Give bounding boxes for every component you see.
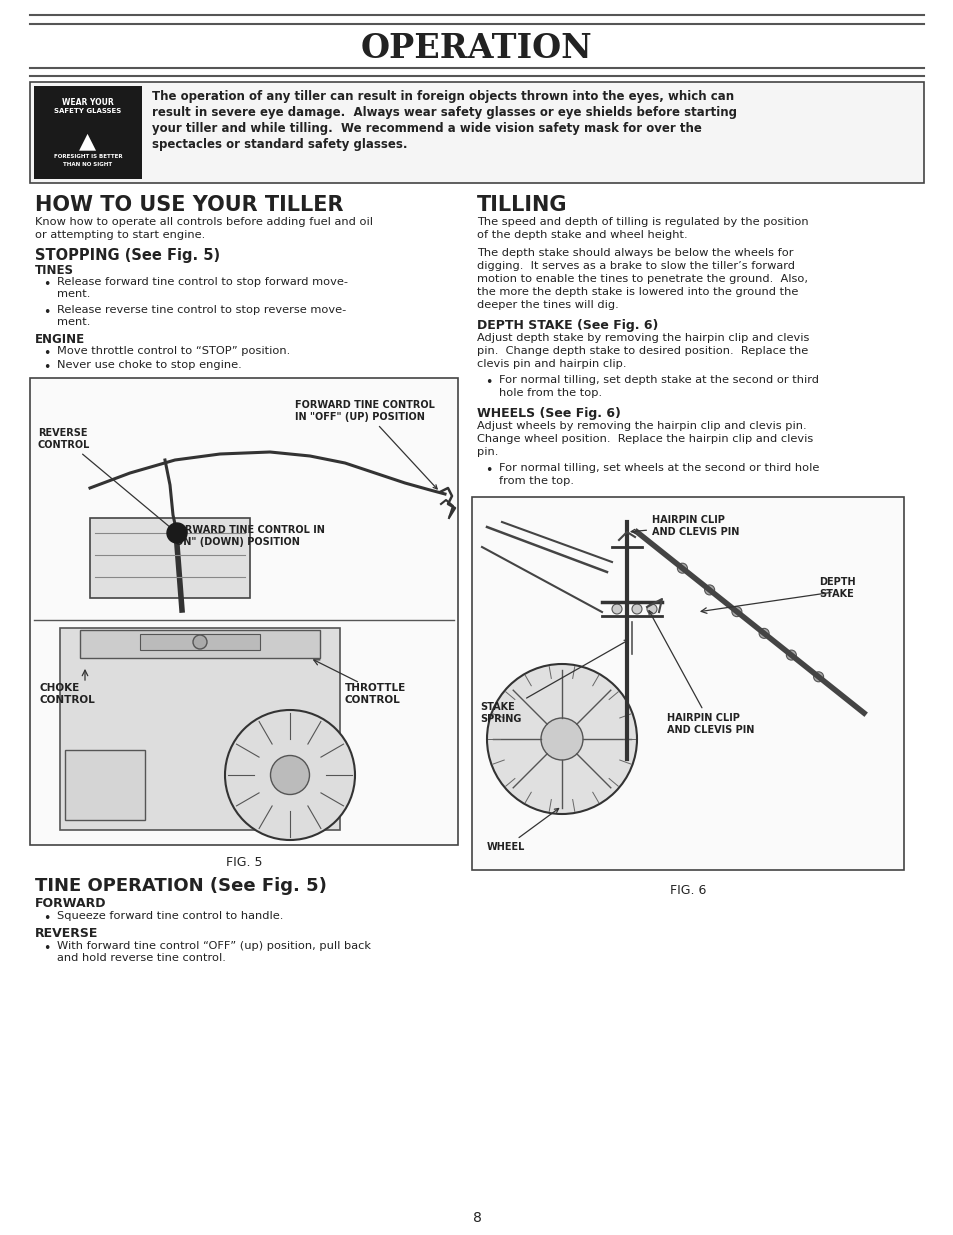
Text: TINE OPERATION (See Fig. 5): TINE OPERATION (See Fig. 5) — [35, 877, 327, 895]
Text: digging.  It serves as a brake to slow the tiller’s forward: digging. It serves as a brake to slow th… — [476, 261, 794, 270]
Text: •: • — [43, 278, 51, 291]
Text: THAN NO SIGHT: THAN NO SIGHT — [63, 162, 112, 167]
Circle shape — [677, 563, 687, 573]
Text: STOPPING (See Fig. 5): STOPPING (See Fig. 5) — [35, 248, 220, 263]
Circle shape — [486, 664, 637, 814]
Text: Change wheel position.  Replace the hairpin clip and clevis: Change wheel position. Replace the hairp… — [476, 433, 812, 445]
Circle shape — [271, 756, 309, 794]
Text: STAKE
SPRING: STAKE SPRING — [479, 640, 628, 724]
Text: ▲: ▲ — [79, 131, 96, 151]
Bar — [30, 82, 923, 183]
Text: •: • — [485, 464, 492, 477]
Circle shape — [540, 718, 582, 760]
Text: ment.: ment. — [57, 289, 91, 299]
Text: HAIRPIN CLIP
AND CLEVIS PIN: HAIRPIN CLIP AND CLEVIS PIN — [648, 610, 754, 735]
Text: WEAR YOUR: WEAR YOUR — [62, 98, 113, 107]
Text: FIG. 5: FIG. 5 — [226, 857, 262, 869]
Circle shape — [813, 672, 822, 682]
Text: SAFETY GLASSES: SAFETY GLASSES — [54, 107, 121, 114]
Text: •: • — [43, 361, 51, 374]
Circle shape — [731, 606, 741, 616]
Text: FORWARD: FORWARD — [35, 897, 107, 910]
Circle shape — [646, 604, 657, 614]
Text: spectacles or standard safety glasses.: spectacles or standard safety glasses. — [152, 138, 407, 151]
Text: Adjust depth stake by removing the hairpin clip and clevis: Adjust depth stake by removing the hairp… — [476, 333, 808, 343]
Circle shape — [193, 635, 207, 650]
Text: •: • — [43, 942, 51, 955]
Text: DEPTH
STAKE: DEPTH STAKE — [818, 577, 855, 599]
Text: or attempting to start engine.: or attempting to start engine. — [35, 230, 205, 240]
Circle shape — [704, 585, 714, 595]
Circle shape — [167, 522, 187, 543]
Text: HAIRPIN CLIP
AND CLEVIS PIN: HAIRPIN CLIP AND CLEVIS PIN — [631, 515, 739, 536]
Circle shape — [785, 650, 796, 659]
Circle shape — [631, 604, 641, 614]
Text: REVERSE
CONTROL: REVERSE CONTROL — [38, 429, 173, 530]
Text: FORESIGHT IS BETTER: FORESIGHT IS BETTER — [53, 154, 122, 159]
Text: •: • — [43, 911, 51, 925]
Text: REVERSE: REVERSE — [35, 927, 98, 940]
Text: Release forward tine control to stop forward move-: Release forward tine control to stop for… — [57, 277, 348, 287]
Bar — [472, 496, 903, 869]
Text: of the depth stake and wheel height.: of the depth stake and wheel height. — [476, 230, 687, 240]
Text: For normal tilling, set depth stake at the second or third: For normal tilling, set depth stake at t… — [498, 375, 818, 385]
Text: •: • — [43, 347, 51, 359]
Text: •: • — [485, 375, 492, 389]
Text: TILLING: TILLING — [476, 195, 567, 215]
Text: your tiller and while tilling.  We recommend a wide vision safety mask for over : your tiller and while tilling. We recomm… — [152, 122, 701, 135]
Circle shape — [759, 629, 768, 638]
Bar — [140, 634, 260, 650]
Text: HOW TO USE YOUR TILLER: HOW TO USE YOUR TILLER — [35, 195, 343, 215]
Bar — [80, 630, 319, 658]
Circle shape — [612, 604, 621, 614]
Text: hole from the top.: hole from the top. — [498, 388, 601, 398]
Text: The speed and depth of tilling is regulated by the position: The speed and depth of tilling is regula… — [476, 217, 808, 227]
Bar — [90, 517, 250, 598]
Text: WHEELS (See Fig. 6): WHEELS (See Fig. 6) — [476, 408, 620, 420]
Text: clevis pin and hairpin clip.: clevis pin and hairpin clip. — [476, 359, 626, 369]
Bar — [65, 750, 145, 820]
Text: Release reverse tine control to stop reverse move-: Release reverse tine control to stop rev… — [57, 305, 346, 315]
Bar — [60, 629, 339, 830]
Text: FORWARD TINE CONTROL IN
"ON" (DOWN) POSITION: FORWARD TINE CONTROL IN "ON" (DOWN) POSI… — [170, 525, 325, 547]
Text: Never use choke to stop engine.: Never use choke to stop engine. — [57, 359, 241, 370]
Text: The operation of any tiller can result in foreign objects thrown into the eyes, : The operation of any tiller can result i… — [152, 90, 734, 103]
Text: FORWARD TINE CONTROL
IN "OFF" (UP) POSITION: FORWARD TINE CONTROL IN "OFF" (UP) POSIT… — [294, 400, 436, 489]
Text: With forward tine control “OFF” (up) position, pull back: With forward tine control “OFF” (up) pos… — [57, 941, 371, 951]
Text: the more the depth stake is lowered into the ground the: the more the depth stake is lowered into… — [476, 287, 798, 296]
Text: THROTTLE
CONTROL: THROTTLE CONTROL — [345, 683, 406, 705]
Text: result in severe eye damage.  Always wear safety glasses or eye shields before s: result in severe eye damage. Always wear… — [152, 106, 737, 119]
Text: FIG. 6: FIG. 6 — [669, 883, 705, 897]
Text: TINES: TINES — [35, 264, 74, 277]
Text: pin.: pin. — [476, 447, 497, 457]
Text: Adjust wheels by removing the hairpin clip and clevis pin.: Adjust wheels by removing the hairpin cl… — [476, 421, 806, 431]
Text: WHEEL: WHEEL — [486, 809, 558, 852]
Text: OPERATION: OPERATION — [361, 32, 592, 64]
Text: For normal tilling, set wheels at the second or third hole: For normal tilling, set wheels at the se… — [498, 463, 819, 473]
Text: CHOKE
CONTROL: CHOKE CONTROL — [40, 683, 95, 705]
Text: and hold reverse tine control.: and hold reverse tine control. — [57, 953, 226, 963]
Text: Move throttle control to “STOP” position.: Move throttle control to “STOP” position… — [57, 346, 290, 356]
Bar — [34, 86, 142, 179]
Text: •: • — [43, 306, 51, 319]
Text: 8: 8 — [472, 1212, 481, 1225]
Text: pin.  Change depth stake to desired position.  Replace the: pin. Change depth stake to desired posit… — [476, 346, 807, 356]
Bar — [30, 378, 457, 845]
Text: Know how to operate all controls before adding fuel and oil: Know how to operate all controls before … — [35, 217, 373, 227]
Text: Squeeze forward tine control to handle.: Squeeze forward tine control to handle. — [57, 911, 283, 921]
Text: ment.: ment. — [57, 317, 91, 327]
Text: motion to enable the tines to penetrate the ground.  Also,: motion to enable the tines to penetrate … — [476, 274, 807, 284]
Circle shape — [225, 710, 355, 840]
Text: ENGINE: ENGINE — [35, 333, 85, 346]
Text: DEPTH STAKE (See Fig. 6): DEPTH STAKE (See Fig. 6) — [476, 319, 658, 332]
Text: from the top.: from the top. — [498, 475, 574, 487]
Text: The depth stake should always be below the wheels for: The depth stake should always be below t… — [476, 248, 793, 258]
Text: deeper the tines will dig.: deeper the tines will dig. — [476, 300, 618, 310]
